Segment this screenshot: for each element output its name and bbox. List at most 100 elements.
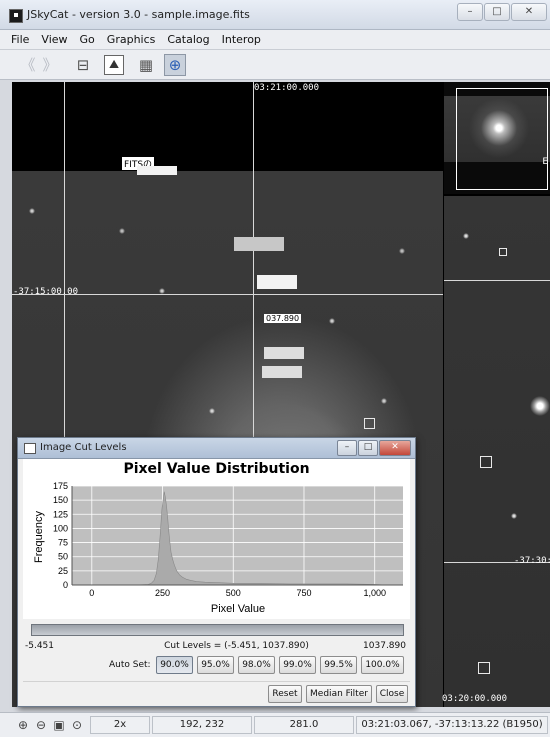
histogram-area [90, 491, 386, 586]
zoom-tool-icon[interactable]: ⊙ [71, 718, 83, 732]
grid-line [64, 82, 65, 707]
cut-min-value: -5.451 [25, 641, 55, 651]
autoset-row: Auto Set: 90.0% 95.0% 98.0% 99.0% 99.5% … [23, 656, 410, 676]
object-marker [480, 456, 492, 468]
zoom-out-icon[interactable]: ⊖ [35, 718, 47, 732]
overlay-mark [264, 347, 304, 359]
dialog-controls: – □ ✕ [336, 440, 411, 456]
dialog-title: Image Cut Levels [40, 442, 127, 453]
y-tick-label: 100 [53, 523, 68, 533]
pan-window[interactable]: E [444, 82, 550, 194]
median-filter-button[interactable]: Median Filter [306, 685, 372, 703]
overlay-mark [257, 275, 297, 289]
ra-label-top: 03:21:00.000 [254, 83, 320, 93]
slider-track[interactable] [31, 624, 404, 636]
open-icon[interactable]: ⊟ [76, 56, 90, 74]
x-tick-label: 500 [226, 588, 241, 598]
x-tick-label: 0 [89, 588, 94, 598]
y-tick-label: 0 [63, 580, 68, 590]
wcs-coordinates: 03:21:03.067, -37:13:13.22 (B1950) [356, 716, 548, 734]
menu-view[interactable]: View [41, 33, 68, 46]
maximize-icon: □ [492, 6, 502, 17]
image-icon[interactable]: ⛰ [104, 55, 124, 75]
calculator-icon[interactable]: ▦ [138, 56, 154, 74]
histogram-panel: 0 25 50 75 100 125 150 175 0 250 500 750 1,000 Freq… [23, 459, 410, 619]
pixel-value: 281.0 [254, 716, 354, 734]
dialog-minimize-button[interactable]: – [337, 440, 357, 456]
grid-line [253, 82, 254, 707]
zoom-level: 2x [90, 716, 150, 734]
pan-compass-label: E [542, 157, 548, 167]
overlay-mark [234, 237, 284, 251]
menu-catalog[interactable]: Catalog [167, 33, 210, 46]
window-controls: – □ ✕ [456, 3, 547, 21]
dialog-actions: Reset Median Filter Close [23, 681, 410, 704]
dialog-maximize-button[interactable]: □ [358, 440, 378, 456]
toolbar: 《 》 ⊟ ⛰ ▦ ⊕ [0, 50, 550, 80]
minimize-button[interactable]: – [457, 3, 483, 21]
chart-title: Pixel Value Distribution [123, 461, 310, 477]
menu-bar: File View Go Graphics Catalog Interop [0, 30, 550, 50]
zoom-window: -37:30:00 [444, 196, 550, 707]
cut-max-value: 1037.890 [363, 641, 406, 651]
window-title: JSkyCat - version 3.0 - sample.image.fit… [27, 8, 250, 21]
dialog-close-icon[interactable]: ✕ [379, 440, 411, 456]
pixel-coordinates: 192, 232 [152, 716, 252, 734]
dialog-icon [24, 443, 36, 454]
status-bar: ⊕ ⊖ ▣ ⊙ 2x 192, 232 281.0 03:21:03.067, … [0, 712, 550, 737]
maximize-button[interactable]: □ [484, 3, 510, 21]
x-tick-label: 250 [155, 588, 170, 598]
close-icon: ✕ [524, 6, 534, 17]
overlay-mark [137, 166, 177, 175]
x-tick-label: 1,000 [363, 588, 386, 598]
cut-level-slider[interactable] [23, 624, 410, 638]
globe-icon[interactable]: ⊕ [164, 54, 186, 76]
minimize-icon: – [467, 6, 473, 17]
histogram-chart: 0 25 50 75 100 125 150 175 0 250 500 750 1,000 Freq… [33, 481, 403, 615]
y-tick-label: 125 [53, 509, 68, 519]
side-panel: E -37:30:00 [444, 82, 550, 707]
autoset-99-5-button[interactable]: 99.5% [320, 656, 357, 674]
close-button[interactable]: Close [376, 685, 408, 703]
zoom-in-icon[interactable]: ⊕ [17, 718, 29, 732]
dec-label-right: -37:30:00 [514, 556, 550, 566]
plot-area [72, 486, 403, 585]
object-marker [478, 662, 490, 674]
ra-label-bottom: 03:20:00.000 [442, 694, 508, 704]
autoset-90-button[interactable]: 90.0% [156, 656, 193, 674]
menu-file[interactable]: File [11, 33, 30, 46]
autoset-100-button[interactable]: 100.0% [361, 656, 404, 674]
zoom-fit-icon[interactable]: ▣ [53, 718, 65, 732]
autoset-98-button[interactable]: 98.0% [238, 656, 275, 674]
y-tick-label: 150 [53, 495, 68, 505]
object-marker [499, 248, 507, 256]
cut-levels-text: Cut Levels = (-5.451, 1037.890) [164, 641, 309, 651]
y-tick-label: 175 [53, 481, 68, 491]
x-tick-label: 750 [296, 588, 311, 598]
y-tick-label: 25 [58, 566, 68, 576]
autoset-label: Auto Set: [109, 660, 151, 670]
menu-interop[interactable]: Interop [221, 33, 261, 46]
overlay-mark [262, 366, 302, 378]
menu-go[interactable]: Go [79, 33, 95, 46]
app-icon [9, 9, 23, 23]
autoset-95-button[interactable]: 95.0% [197, 656, 234, 674]
menu-graphics[interactable]: Graphics [106, 33, 156, 46]
forward-icon[interactable]: 》 [42, 56, 58, 74]
object-marker[interactable] [364, 418, 375, 429]
y-axis-label: Frequency [33, 511, 45, 563]
back-icon[interactable]: 《 [20, 56, 36, 74]
pan-view-rect[interactable] [456, 88, 548, 190]
grid-line [444, 562, 550, 563]
close-window-button[interactable]: ✕ [511, 3, 547, 21]
dialog-title-bar[interactable]: Image Cut Levels – □ ✕ [18, 438, 415, 459]
title-bar: JSkyCat - version 3.0 - sample.image.fit… [0, 0, 550, 30]
dec-label-left: -37:15:00.00 [13, 287, 79, 297]
pan-thumbnail [444, 96, 550, 162]
reset-button[interactable]: Reset [268, 685, 302, 703]
y-tick-label: 75 [58, 538, 68, 548]
autoset-99-button[interactable]: 99.0% [279, 656, 316, 674]
overlay-value: 037.890 [264, 314, 302, 323]
x-axis-label: Pixel Value [211, 603, 265, 615]
y-tick-label: 50 [58, 552, 68, 562]
